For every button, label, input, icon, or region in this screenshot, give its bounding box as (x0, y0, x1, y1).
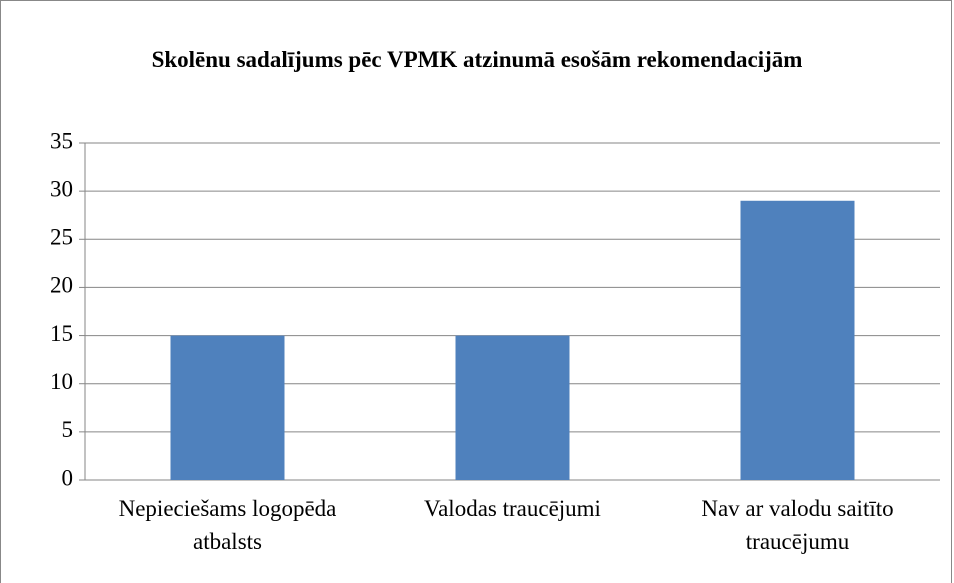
y-tick-label: 30 (50, 176, 73, 201)
y-tick-label: 0 (62, 465, 74, 490)
y-tick-label: 15 (50, 321, 73, 346)
x-tick-label: Nepieciešams logopēda atbalsts (118, 496, 337, 554)
chart-title: Skolēnu sadalījums pēc VPMK atzinumā eso… (151, 47, 803, 72)
bar (170, 335, 285, 480)
y-tick-label: 20 (50, 273, 73, 298)
y-tick-label: 25 (50, 225, 73, 250)
x-tick-label: Valodas traucējumi (424, 496, 601, 521)
y-tick-label: 5 (62, 417, 74, 442)
y-tick-label: 10 (50, 369, 73, 394)
x-tick-label: Nav ar valodu saitīto traucējumu (701, 496, 894, 554)
y-tick-label: 35 (50, 128, 73, 153)
bar (455, 335, 570, 480)
bar (740, 200, 855, 480)
